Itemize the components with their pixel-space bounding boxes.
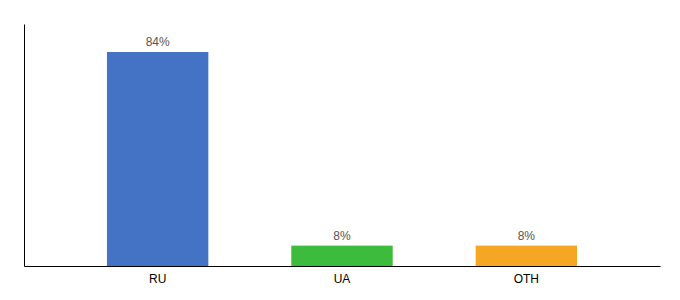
data-label: 8% bbox=[518, 229, 536, 243]
x-tick-label: OTH bbox=[514, 272, 539, 286]
plot-area: RU UA OTH 84% 8% 8% bbox=[25, 25, 661, 286]
bar bbox=[291, 246, 392, 266]
y-axis bbox=[24, 25, 25, 267]
y-axis-line bbox=[24, 25, 25, 267]
x-tick-label: UA bbox=[334, 272, 351, 286]
x-tick: UA bbox=[334, 272, 351, 286]
x-axis: RU UA OTH bbox=[25, 267, 661, 286]
x-tick: RU bbox=[149, 272, 166, 286]
chart-container: RU UA OTH 84% 8% 8% bbox=[0, 0, 680, 300]
bar bbox=[476, 246, 577, 266]
x-axis-line bbox=[25, 266, 661, 267]
x-tick-label: RU bbox=[149, 272, 166, 286]
bar bbox=[107, 52, 208, 266]
data-label: 84% bbox=[146, 35, 170, 49]
x-tick: OTH bbox=[514, 272, 539, 286]
chart-svg: RU UA OTH 84% 8% 8% bbox=[0, 0, 680, 300]
bars bbox=[107, 52, 577, 266]
data-label: 8% bbox=[333, 229, 351, 243]
data-labels: 84% 8% 8% bbox=[146, 35, 536, 243]
